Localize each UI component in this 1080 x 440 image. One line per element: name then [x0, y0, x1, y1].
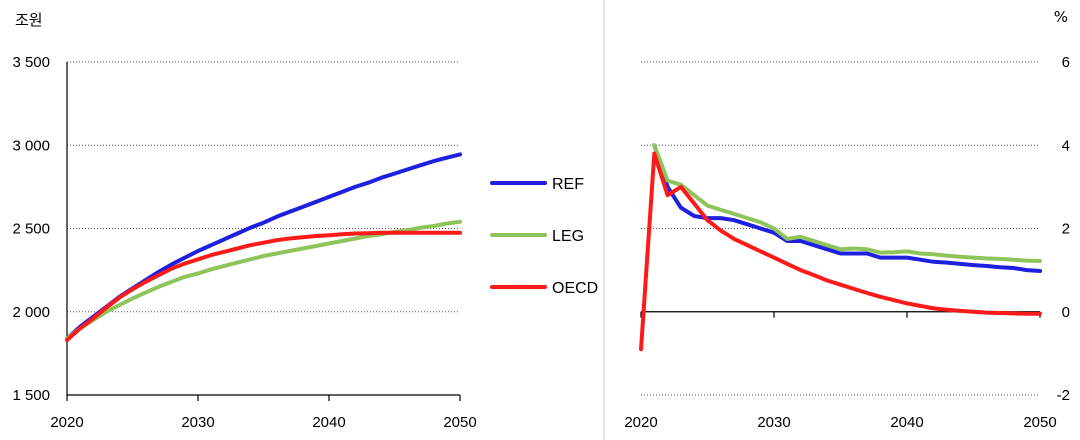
left-unit-label: 조원 — [15, 11, 43, 29]
right-series-ref-line — [652, 143, 1042, 273]
left-x-tick-label: 2040 — [312, 414, 345, 431]
left-series-ref-line — [65, 152, 462, 341]
left-series-leg-line — [65, 219, 462, 341]
left-y-tick-label: 2 500 — [12, 221, 50, 238]
legend-label-oecd: OECD — [552, 280, 598, 297]
left-y-tick-label: 1 500 — [12, 387, 50, 404]
right-series-oecd-line — [639, 151, 1042, 352]
right-y-tick-label: -2 — [1057, 387, 1070, 404]
right-series-leg-line — [652, 143, 1042, 263]
legend-label-leg: LEG — [552, 228, 584, 245]
right-chart-panel: % -2 0 2 4 6 2020 2030 2040 2050 — [624, 8, 1070, 431]
left-x-tick-label: 2050 — [443, 414, 476, 431]
legend: REF LEG OECD — [490, 176, 598, 297]
right-x-tick-label: 2020 — [624, 414, 657, 431]
legend-label-ref: REF — [552, 176, 584, 193]
left-x-tick-label: 2020 — [50, 414, 83, 431]
right-y-tick-label: 2 — [1062, 221, 1070, 238]
left-y-tick-label: 3 000 — [12, 137, 50, 154]
right-y-tick-label: 6 — [1062, 54, 1070, 71]
left-x-tick-label: 2030 — [181, 414, 214, 431]
left-y-tick-label: 2 000 — [12, 304, 50, 321]
left-chart-panel: 조원 1 500 2 000 2 500 3 000 3 500 2020 2030 2040 2… — [12, 11, 476, 431]
left-series-oecd-line — [65, 230, 462, 343]
left-y-tick-label: 3 500 — [12, 54, 50, 71]
right-x-tick-label: 2040 — [890, 414, 923, 431]
right-y-tick-label: 4 — [1062, 137, 1070, 154]
right-x-tick-label: 2030 — [757, 414, 790, 431]
right-y-tick-label: 0 — [1062, 304, 1070, 321]
right-x-tick-label: 2050 — [1023, 414, 1056, 431]
right-unit-label: % — [1054, 8, 1068, 26]
